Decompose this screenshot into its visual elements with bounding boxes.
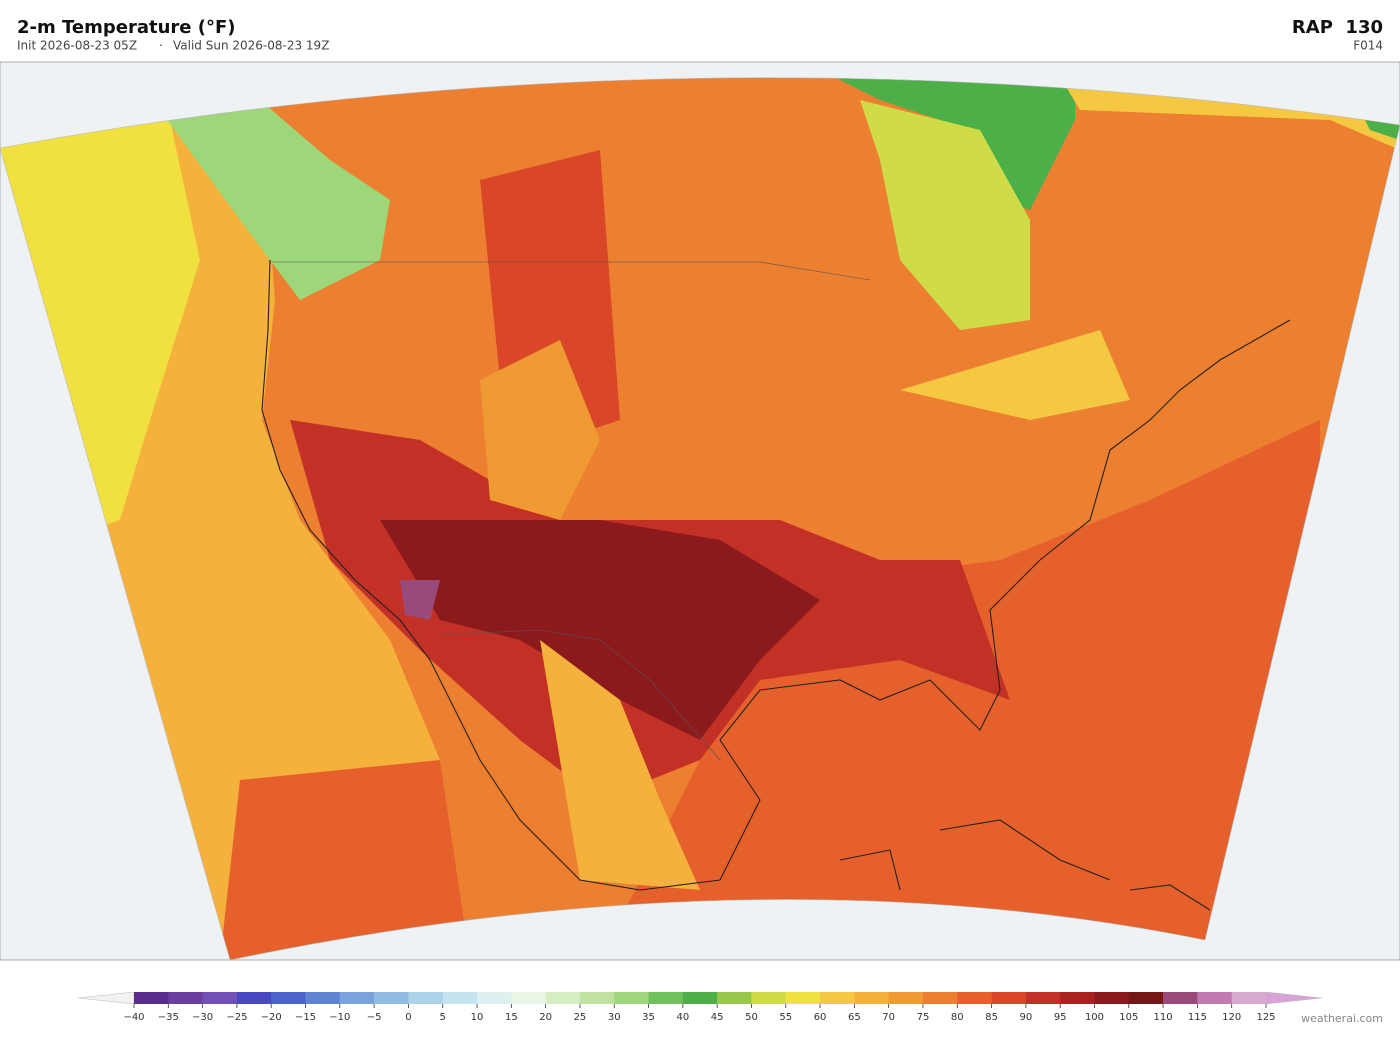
colorbar-segment — [648, 992, 684, 1004]
borders — [270, 261, 871, 761]
colorbar-segment — [785, 992, 821, 1004]
colorbar-segment — [134, 992, 169, 1004]
colorbar-segment — [888, 992, 924, 1004]
colorbar-tick-label: 60 — [814, 1012, 827, 1023]
colorbar-segment — [442, 992, 478, 1004]
colorbar-segment — [922, 992, 958, 1004]
colorbar-segment — [957, 992, 992, 1004]
colorbar-segment — [477, 992, 512, 1004]
colorbar-tick-label: 20 — [539, 1012, 552, 1023]
colorbar-segment — [168, 992, 203, 1004]
colorbar-tick-label: 110 — [1154, 1012, 1173, 1023]
colorbar-tick-label: −35 — [158, 1012, 179, 1023]
coastlines — [261, 259, 1291, 911]
colorbar-tick-label: 40 — [676, 1012, 689, 1023]
colorbar-tick-label: 80 — [951, 1012, 964, 1023]
colorbar-tick-label: 75 — [917, 1012, 930, 1023]
colorbar-segment — [820, 992, 855, 1004]
colorbar-over — [1265, 991, 1323, 1005]
colorbar-segment — [579, 992, 615, 1004]
colorbar-segment — [374, 992, 409, 1004]
colorbar-tick-label: 30 — [608, 1012, 621, 1023]
colorbar-segment — [511, 992, 546, 1004]
colorbar-segment — [1197, 992, 1232, 1004]
colorbar-tick-label: 90 — [1020, 1012, 1033, 1023]
domain-outline — [0, 77, 1400, 961]
colorbar-tick-label: 55 — [779, 1012, 792, 1023]
colorbar-segment — [751, 992, 787, 1004]
temperature-field — [0, 77, 1400, 961]
colorbar-tick-label: −25 — [226, 1012, 247, 1023]
colorbar-segment — [1025, 992, 1061, 1004]
colorbar-segment — [1128, 992, 1164, 1004]
colorbar-segment — [339, 992, 375, 1004]
colorbar-segment — [717, 992, 752, 1004]
colorbar-tick-label: 85 — [985, 1012, 998, 1023]
model-name: RAP 130 — [1292, 17, 1383, 38]
colorbar-segment — [854, 992, 889, 1004]
colorbar-tick-label: 65 — [848, 1012, 861, 1023]
colorbar-tick-label: 25 — [574, 1012, 587, 1023]
colorbar-tick-label: 115 — [1188, 1012, 1207, 1023]
colorbar-tick-label: 125 — [1256, 1012, 1275, 1023]
colorbar-segment — [1231, 992, 1267, 1004]
colorbar-tick-label: 70 — [882, 1012, 895, 1023]
colorbar-tick-label: −10 — [329, 1012, 350, 1023]
colorbar-tick-label: −15 — [295, 1012, 316, 1023]
title: 2-m Temperature (°F) — [17, 17, 236, 38]
valid-time: Valid Sun 2026-08-23 19Z — [173, 39, 329, 53]
colorbar-segment — [991, 992, 1027, 1004]
colorbar-tick-label: −30 — [192, 1012, 213, 1023]
colorbar-segment — [1094, 992, 1130, 1004]
colorbar-tick-label: 35 — [642, 1012, 655, 1023]
colorbar-tick-label: 105 — [1119, 1012, 1138, 1023]
colorbar-tick-label: 5 — [440, 1012, 446, 1023]
colorbar-segment — [1163, 992, 1198, 1004]
colorbar-tick-label: −40 — [123, 1012, 144, 1023]
colorbar-tick-label: 50 — [745, 1012, 758, 1023]
colorbar-tick-label: 100 — [1085, 1012, 1104, 1023]
colorbar: −40 −35 −30 −25 −20 −15 −10 −5 0 5 10 15 20 25 30 35 40 4… — [77, 991, 1323, 1023]
colorbar-segment — [271, 992, 306, 1004]
colorbar-segment — [1060, 992, 1095, 1004]
colorbar-tick-label: 10 — [471, 1012, 484, 1023]
colorbar-tick-label: −5 — [367, 1012, 382, 1023]
colorbar-segment — [614, 992, 649, 1004]
colorbar-segment — [545, 992, 581, 1004]
colorbar-segment — [682, 992, 718, 1004]
colorbar-segment — [202, 992, 238, 1004]
forecast-hour: F014 — [1353, 39, 1383, 53]
init-time: Init 2026-08-23 05Z — [17, 39, 137, 53]
separator: · — [159, 39, 163, 53]
colorbar-tick-label: 95 — [1054, 1012, 1067, 1023]
colorbar-under — [77, 991, 135, 1005]
colorbar-segment — [408, 992, 444, 1004]
colorbar-segment — [236, 992, 272, 1004]
credit: weatherai.com — [1301, 1012, 1383, 1025]
colorbar-tick-label: 15 — [505, 1012, 518, 1023]
colorbar-segment — [305, 992, 341, 1004]
colorbar-tick-label: −20 — [261, 1012, 282, 1023]
colorbar-tick-label: 0 — [405, 1012, 411, 1023]
colorbar-tick-label: 120 — [1222, 1012, 1241, 1023]
colorbar-tick-label: 45 — [711, 1012, 724, 1023]
